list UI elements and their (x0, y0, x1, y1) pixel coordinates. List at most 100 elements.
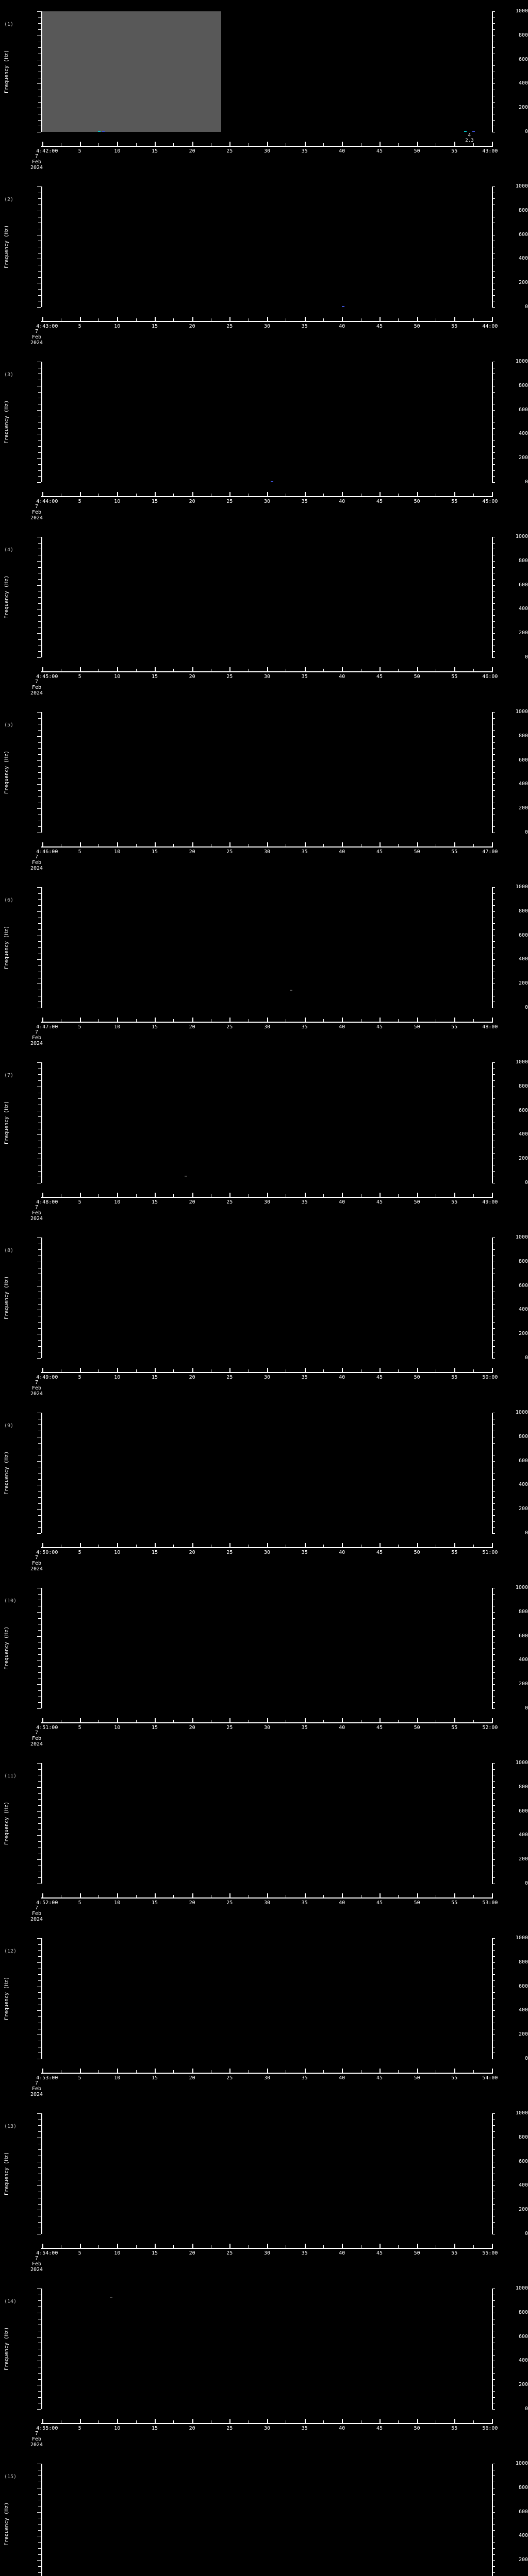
x-tick-major (155, 1368, 156, 1372)
y-tick-label: 0 (524, 1355, 528, 1361)
y-tick-major (37, 1636, 41, 1637)
x-tick-major (342, 317, 343, 321)
x-tick-major (304, 2419, 306, 2424)
y-tick-label: 800 (518, 382, 528, 388)
x-tick-label: 15 (151, 1375, 158, 1380)
x-tick-label: 5 (78, 2426, 81, 2431)
x-tick-major-start (42, 2069, 43, 2073)
panel-annotation: 4 2.3 (465, 133, 474, 143)
plot-area (42, 1062, 492, 1183)
x-tick-major (192, 1368, 193, 1372)
plot-area (42, 887, 492, 1008)
y-tick-major (37, 887, 41, 888)
y-tick-minor-right (492, 808, 495, 809)
x-tick-major (267, 142, 268, 146)
y-tick-minor-right (492, 2560, 495, 2561)
x-tick-major (417, 1893, 418, 1898)
y-tick-minor (38, 1950, 41, 1951)
y-tick-label: 200 (518, 980, 528, 987)
x-tick-minor (173, 2070, 174, 2073)
x-tick-label: 50 (414, 1199, 420, 1205)
x-tick-major-end (492, 1018, 493, 1022)
x-tick-label: 50 (414, 1550, 420, 1555)
x-axis-start-label: 4:43:00 (36, 324, 58, 329)
x-tick-label: 55 (451, 2426, 458, 2431)
x-tick-label: 15 (151, 1550, 158, 1555)
x-tick-major (342, 142, 343, 146)
y-tick-minor-right (492, 965, 495, 967)
y-tick-major (37, 458, 41, 459)
x-tick-major (417, 842, 418, 847)
y-tick-label: 800 (518, 2309, 528, 2315)
y-tick-minor-right (492, 392, 495, 393)
y-tick-label: 200 (518, 630, 528, 636)
data-marker (102, 131, 105, 132)
y-tick-minor (38, 778, 41, 779)
x-tick-major (267, 2419, 268, 2424)
x-tick-major (454, 317, 456, 321)
y-tick-label: 200 (518, 280, 528, 286)
y-tick-minor-right (492, 1956, 495, 1957)
y-tick-minor-right (492, 2512, 495, 2513)
y-tick-minor-right (492, 1080, 495, 1081)
y-tick-minor-right (492, 29, 495, 30)
y-tick-minor-right (492, 1877, 495, 1878)
y-tick-minor-right (492, 101, 495, 103)
y-tick-major (37, 1533, 41, 1534)
x-tick-minor (323, 143, 324, 146)
x-tick-label: 10 (114, 1199, 121, 1205)
x-axis-spine (41, 1022, 493, 1023)
y-tick-minor-right (492, 2572, 495, 2573)
x-axis-start-label: 4:49:00 (36, 1375, 58, 1380)
x-tick-major (79, 492, 81, 497)
x-tick-label: 15 (151, 674, 158, 680)
x-tick-label: 20 (189, 2426, 195, 2431)
x-tick-label: 50 (414, 324, 420, 329)
y-tick-minor (38, 2372, 41, 2374)
y-tick-label: 1000 (515, 1760, 528, 1766)
x-tick-minor (98, 1194, 99, 1197)
x-tick-major (417, 2244, 418, 2248)
panel-number-label: (5) (4, 722, 14, 728)
date-stamp: 7 Feb 2024 (30, 2256, 43, 2273)
y-tick-minor-right (492, 905, 495, 906)
x-tick-major (192, 317, 193, 321)
x-tick-label: 25 (226, 499, 233, 504)
x-tick-label: 55 (451, 2250, 458, 2256)
y-tick-minor (38, 1956, 41, 1957)
x-tick-major (454, 1718, 456, 1723)
y-tick-minor (38, 1817, 41, 1818)
y-tick-minor (38, 1443, 41, 1444)
y-tick-label: 600 (518, 582, 528, 588)
x-tick-major-start (42, 842, 43, 847)
x-tick-label: 55 (451, 148, 458, 154)
x-tick-major (117, 842, 119, 847)
x-tick-label: 45 (376, 2250, 383, 2256)
x-tick-major-end (492, 842, 493, 847)
y-tick-label: 1000 (515, 534, 528, 539)
x-axis-start-label: 4:46:00 (36, 849, 58, 855)
y-tick-minor-right (492, 2494, 495, 2495)
date-stamp: 7 Feb 2024 (30, 2080, 43, 2097)
y-tick-minor (38, 1116, 41, 1117)
x-tick-label: 20 (189, 1550, 195, 1555)
x-tick-major (454, 1893, 456, 1898)
y-tick-minor-right (492, 1787, 495, 1788)
y-tick-minor (38, 2131, 41, 2132)
y-axis-title: Frequency (Hz) (4, 1626, 10, 1670)
x-tick-major (454, 492, 456, 497)
x-tick-label: 10 (114, 1024, 121, 1030)
x-tick-label: 40 (339, 148, 345, 154)
x-tick-label: 35 (301, 148, 308, 154)
y-tick-minor-right (492, 2131, 495, 2132)
x-tick-major (79, 317, 81, 321)
y-tick-minor (38, 1479, 41, 1480)
x-tick-major (267, 1193, 268, 1197)
x-tick-label: 35 (301, 1900, 308, 1906)
panel-number-label: (1) (4, 22, 14, 27)
spectrogram-panel: 0 200 400 600 800 1000 Frequency (Hz) (14) 5 10 15… (0, 2277, 528, 2452)
y-tick-minor (38, 101, 41, 103)
y-axis-spine-left (41, 187, 42, 307)
x-tick-major (380, 1543, 381, 1548)
